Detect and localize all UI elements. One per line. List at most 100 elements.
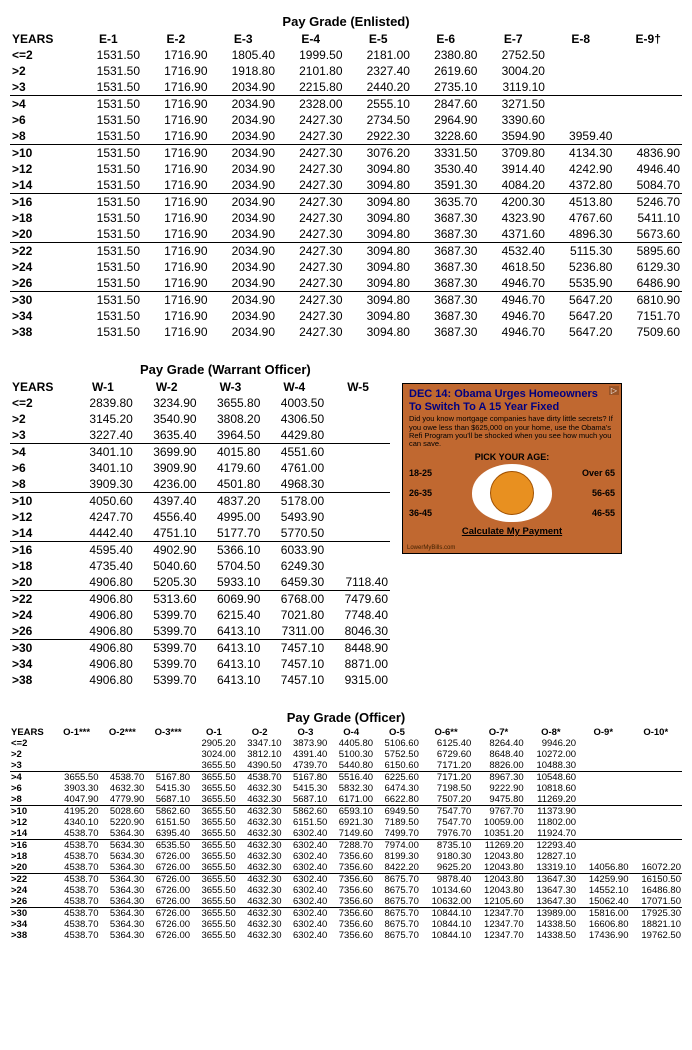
table-row: >164595.404902.905366.106033.90 bbox=[10, 542, 390, 559]
table-row: >381531.501716.902034.902427.303094.8036… bbox=[10, 324, 682, 340]
table-row: >84047.904779.905687.103655.504632.30568… bbox=[10, 794, 682, 806]
table-row: >23024.003812.104391.405100.305752.50672… bbox=[10, 749, 682, 760]
table-row: >241531.501716.902034.902427.303094.8036… bbox=[10, 259, 682, 275]
table-row: >344906.805399.706413.107457.108871.00 bbox=[10, 656, 390, 672]
table-row: >81531.501716.902034.902427.302922.30322… bbox=[10, 128, 682, 145]
warrant-table: YEARSW-1W-2W-3W-4W-5<=22839.803234.90365… bbox=[10, 379, 390, 688]
column-header: E-6 bbox=[412, 31, 479, 47]
ad-ages-left[interactable]: 18-25 26-35 36-45 bbox=[409, 468, 468, 518]
ad-subtext: Did you know mortgage companies have dir… bbox=[409, 415, 615, 448]
ad-ages-right[interactable]: Over 65 56-65 46-55 bbox=[556, 468, 615, 518]
table-row: >304538.705364.306726.003655.504632.3063… bbox=[10, 908, 682, 920]
table-row: >144538.705364.306395.403655.504632.3063… bbox=[10, 828, 682, 840]
column-header: W-5 bbox=[326, 379, 390, 395]
column-header: O-2 bbox=[237, 727, 283, 738]
table-row: <=22839.803234.903655.804003.50 bbox=[10, 395, 390, 411]
table-row: >181531.501716.902034.902427.303094.8036… bbox=[10, 210, 682, 226]
column-header: YEARS bbox=[10, 379, 71, 395]
table-row: >384906.805399.706413.107457.109315.00 bbox=[10, 672, 390, 688]
column-header: O-1*** bbox=[54, 727, 100, 738]
column-header: W-1 bbox=[71, 379, 135, 395]
column-header: E-3 bbox=[210, 31, 277, 47]
table-row: >83909.304236.004501.804968.30 bbox=[10, 476, 390, 493]
column-header: O-9* bbox=[577, 727, 629, 738]
table-row: >33655.504390.504739.705440.806150.60717… bbox=[10, 760, 682, 772]
table-row: >201531.501716.902034.902427.303094.8036… bbox=[10, 226, 682, 243]
column-header: O-4 bbox=[328, 727, 374, 738]
column-header: YEARS bbox=[10, 727, 54, 738]
column-header: O-7* bbox=[472, 727, 524, 738]
table-row: >121531.501716.902034.902427.303094.8035… bbox=[10, 161, 682, 177]
column-header: YEARS bbox=[10, 31, 75, 47]
table-row: >141531.501716.902034.902427.303094.8035… bbox=[10, 177, 682, 194]
ad-headline: DEC 14: Obama Urges Homeowners To Switch… bbox=[409, 388, 615, 413]
table-row: >164538.705634.306535.503655.504632.3063… bbox=[10, 840, 682, 852]
column-header: O-6** bbox=[420, 727, 472, 738]
table-row: >304906.805399.706413.107457.108448.90 bbox=[10, 640, 390, 657]
table-row: >261531.501716.902034.902427.303094.8036… bbox=[10, 275, 682, 292]
table-row: >104050.604397.404837.205178.00 bbox=[10, 493, 390, 510]
column-header: W-2 bbox=[135, 379, 199, 395]
table-row: >384538.705364.306726.003655.504632.3063… bbox=[10, 930, 682, 941]
officer-title: Pay Grade (Officer) bbox=[10, 710, 682, 725]
table-row: >104195.205028.605862.603655.504632.3058… bbox=[10, 806, 682, 818]
advertisement[interactable]: ▷ DEC 14: Obama Urges Homeowners To Swit… bbox=[402, 383, 622, 554]
table-row: >124247.704556.404995.005493.90 bbox=[10, 509, 390, 525]
table-row: >244906.805399.706215.407021.807748.40 bbox=[10, 607, 390, 623]
table-row: >33227.403635.403964.504429.80 bbox=[10, 427, 390, 444]
column-header: O-5 bbox=[374, 727, 420, 738]
table-row: >344538.705364.306726.003655.504632.3063… bbox=[10, 919, 682, 930]
table-row: <=21531.501716.901805.401999.502181.0023… bbox=[10, 47, 682, 63]
table-row: >124340.105220.906151.503655.504632.3061… bbox=[10, 817, 682, 828]
table-row: >161531.501716.902034.902427.303094.8036… bbox=[10, 194, 682, 211]
table-row: >204538.705364.306726.003655.504632.3063… bbox=[10, 862, 682, 874]
table-row: >61531.501716.902034.902427.302734.50296… bbox=[10, 112, 682, 128]
table-row: >21531.501716.901918.802101.802327.40261… bbox=[10, 63, 682, 79]
table-row: <=22905.203347.103873.904405.805106.6061… bbox=[10, 738, 682, 749]
column-header: E-1 bbox=[75, 31, 142, 47]
column-header: E-2 bbox=[142, 31, 209, 47]
ad-pick-label: PICK YOUR AGE: bbox=[409, 452, 615, 462]
ad-calculate-link[interactable]: Calculate My Payment bbox=[409, 526, 615, 537]
table-row: >144442.404751.105177.705770.50 bbox=[10, 525, 390, 542]
column-header: O-3*** bbox=[145, 727, 191, 738]
table-row: >264538.705364.306726.003655.504632.3063… bbox=[10, 896, 682, 908]
warrant-title: Pay Grade (Warrant Officer) bbox=[10, 362, 682, 377]
table-row: >224538.705364.306726.003655.504632.3063… bbox=[10, 874, 682, 886]
column-header: W-4 bbox=[262, 379, 326, 395]
column-header: O-8* bbox=[525, 727, 577, 738]
table-row: >224906.805313.606069.906768.007479.60 bbox=[10, 591, 390, 608]
officer-table: YEARSO-1***O-2***O-3***O-1O-2O-3O-4O-5O-… bbox=[10, 727, 682, 941]
column-header: O-1 bbox=[191, 727, 237, 738]
enlisted-title: Pay Grade (Enlisted) bbox=[10, 14, 682, 29]
enlisted-table: YEARSE-1E-2E-3E-4E-5E-6E-7E-8E-9†<=21531… bbox=[10, 31, 682, 340]
table-row: >43655.504538.705167.803655.504538.70516… bbox=[10, 772, 682, 784]
egg-icon bbox=[472, 464, 552, 522]
table-row: >63903.304632.305415.303655.504632.30541… bbox=[10, 783, 682, 794]
table-row: >221531.501716.902034.902427.303094.8036… bbox=[10, 243, 682, 260]
column-header: E-9† bbox=[614, 31, 682, 47]
column-header: O-3 bbox=[283, 727, 329, 738]
table-row: >184538.705634.306726.003655.504632.3063… bbox=[10, 851, 682, 862]
table-row: >43401.103699.904015.804551.60 bbox=[10, 444, 390, 461]
table-row: >244538.705364.306726.003655.504632.3063… bbox=[10, 885, 682, 896]
table-row: >341531.501716.902034.902427.303094.8036… bbox=[10, 308, 682, 324]
column-header: O-10* bbox=[629, 727, 682, 738]
table-row: >41531.501716.902034.902328.002555.10284… bbox=[10, 96, 682, 113]
ad-close-icon[interactable]: ▷ bbox=[609, 386, 619, 395]
column-header: E-7 bbox=[479, 31, 546, 47]
ad-footer: LowerMyBills.com bbox=[407, 545, 455, 551]
column-header: E-4 bbox=[277, 31, 344, 47]
table-row: >63401.103909.904179.604761.00 bbox=[10, 460, 390, 476]
table-row: >23145.203540.903808.204306.50 bbox=[10, 411, 390, 427]
table-row: >101531.501716.902034.902427.303076.2033… bbox=[10, 145, 682, 162]
column-header: E-5 bbox=[345, 31, 412, 47]
table-row: >264906.805399.706413.107311.008046.30 bbox=[10, 623, 390, 640]
column-header: O-2*** bbox=[100, 727, 146, 738]
column-header: W-3 bbox=[199, 379, 263, 395]
table-row: >31531.501716.902034.902215.802440.20273… bbox=[10, 79, 682, 96]
table-row: >184735.405040.605704.506249.30 bbox=[10, 558, 390, 574]
column-header: E-8 bbox=[547, 31, 614, 47]
table-row: >204906.805205.305933.106459.307118.40 bbox=[10, 574, 390, 591]
table-row: >301531.501716.902034.902427.303094.8036… bbox=[10, 292, 682, 309]
